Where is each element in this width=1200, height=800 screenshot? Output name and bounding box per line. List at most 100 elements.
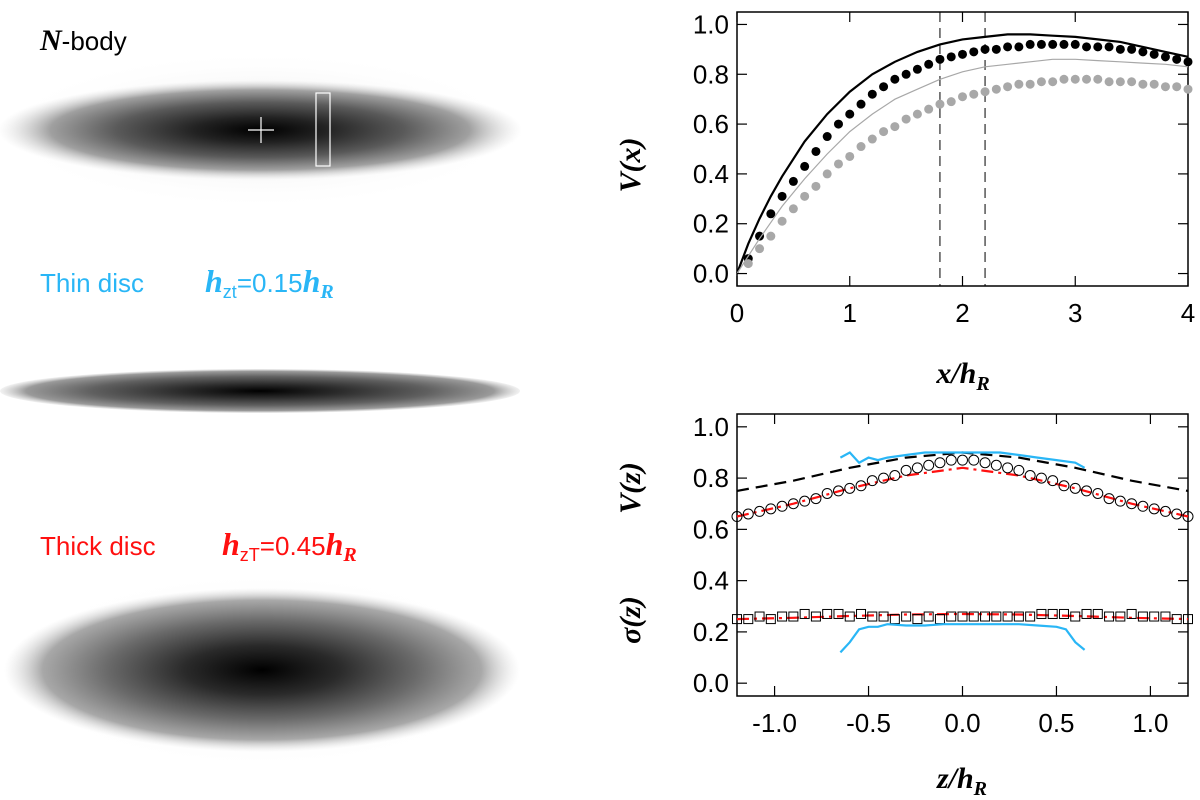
xtick-label: 0.0 xyxy=(944,708,980,738)
data-circle xyxy=(799,495,811,507)
data-square xyxy=(844,611,855,622)
thin-hR-sub: R xyxy=(319,281,333,303)
nbody-panel: N-body xyxy=(0,24,525,210)
data-square xyxy=(1070,611,1081,622)
data-point xyxy=(1104,42,1114,52)
data-circle xyxy=(844,482,856,494)
data-point xyxy=(867,134,877,144)
data-point xyxy=(980,44,990,54)
data-square xyxy=(810,611,821,622)
data-point xyxy=(1138,47,1148,57)
data-point xyxy=(867,89,877,99)
data-point xyxy=(856,142,866,152)
data-point xyxy=(969,47,979,57)
data-square xyxy=(1013,611,1024,622)
data-square xyxy=(889,614,900,625)
data-circle xyxy=(1103,493,1115,505)
data-square xyxy=(1171,614,1182,625)
data-point xyxy=(946,97,956,107)
rotation-curve-chart: 0.0 0.2 0.4 0.6 0.8 1.0 0 1 2 3 4 V(x) x/hR xyxy=(614,9,1195,395)
data-point xyxy=(879,127,889,137)
thick-label: Thick disc xyxy=(40,531,156,561)
data-point xyxy=(1036,77,1046,87)
series-line-red-dash-dot-V xyxy=(736,466,1189,518)
data-circle xyxy=(787,498,799,510)
chart2-ylabel-upper: V(z) xyxy=(614,462,647,514)
data-point xyxy=(1082,42,1092,52)
data-circle xyxy=(1058,480,1070,492)
data-square xyxy=(968,611,979,622)
data-circle xyxy=(731,511,743,523)
data-circle xyxy=(821,487,833,499)
data-square xyxy=(1104,611,1115,622)
data-point xyxy=(811,146,821,156)
data-circle xyxy=(1159,505,1171,517)
data-circle xyxy=(1182,511,1194,523)
data-circle xyxy=(1047,475,1059,487)
data-circle xyxy=(900,464,912,476)
data-square xyxy=(822,608,833,619)
data-square xyxy=(957,611,968,622)
data-circle xyxy=(866,475,878,487)
thin-panel: Thin disc hzt=0.15hR xyxy=(0,263,520,413)
ytick-label: 0.4 xyxy=(693,159,729,189)
data-point xyxy=(1138,79,1148,89)
data-point xyxy=(879,82,889,92)
data-point xyxy=(743,259,753,269)
data-circle xyxy=(911,462,923,474)
data-point xyxy=(1014,79,1024,89)
data-point xyxy=(1183,84,1193,94)
data-point xyxy=(1070,39,1080,49)
data-circle xyxy=(1114,495,1126,507)
chart1-xlabel-main: x/h xyxy=(935,357,976,390)
data-point xyxy=(777,191,787,201)
data-circle xyxy=(855,480,867,492)
data-square xyxy=(980,611,991,622)
chart2-frame xyxy=(736,413,1189,697)
data-point xyxy=(1014,42,1024,52)
ytick-label: 0.0 xyxy=(693,259,729,289)
data-point xyxy=(901,114,911,124)
data-square xyxy=(732,614,742,625)
data-circle xyxy=(742,508,754,520)
data-circle xyxy=(957,454,968,466)
data-square xyxy=(1036,608,1047,619)
thin-disc-image xyxy=(0,369,520,413)
chart2-series xyxy=(731,451,1194,654)
data-point xyxy=(991,84,1001,94)
data-point xyxy=(845,151,855,161)
data-square xyxy=(777,611,788,622)
data-circle xyxy=(1126,498,1138,510)
data-point xyxy=(890,74,900,84)
chart1-xlabel: x/hR xyxy=(935,357,989,395)
ytick-label: 0.6 xyxy=(693,514,729,544)
thin-h-eq: =0.15 xyxy=(237,268,303,298)
data-point xyxy=(890,122,900,132)
series-line-blue-sigma xyxy=(839,623,1086,654)
data-point xyxy=(1059,74,1069,84)
chart2-xticks: -1.0 -0.5 0.0 0.5 1.0 xyxy=(752,414,1168,738)
data-point xyxy=(1059,39,1069,49)
data-square xyxy=(788,611,799,622)
slit-box xyxy=(315,92,331,167)
data-point xyxy=(1172,54,1182,64)
data-point xyxy=(1025,39,1035,49)
data-point xyxy=(788,176,798,186)
data-point xyxy=(969,89,979,99)
chart1-ylabel: V(x) xyxy=(614,138,647,193)
data-point xyxy=(912,109,922,119)
data-circle xyxy=(1081,485,1093,497)
data-point xyxy=(800,191,810,201)
nbody-label: N-body xyxy=(39,24,127,57)
xtick-label: 3 xyxy=(1068,298,1082,328)
chart2-xlabel-main: z/h xyxy=(936,762,974,795)
nbody-label-rest: -body xyxy=(62,26,127,56)
data-point xyxy=(946,52,956,62)
data-point xyxy=(755,244,765,254)
ytick-label: 0.0 xyxy=(693,668,729,698)
data-point xyxy=(856,99,866,109)
data-point xyxy=(1115,77,1125,87)
data-point xyxy=(1025,79,1035,89)
data-point xyxy=(1172,82,1182,92)
data-circle xyxy=(934,457,946,469)
